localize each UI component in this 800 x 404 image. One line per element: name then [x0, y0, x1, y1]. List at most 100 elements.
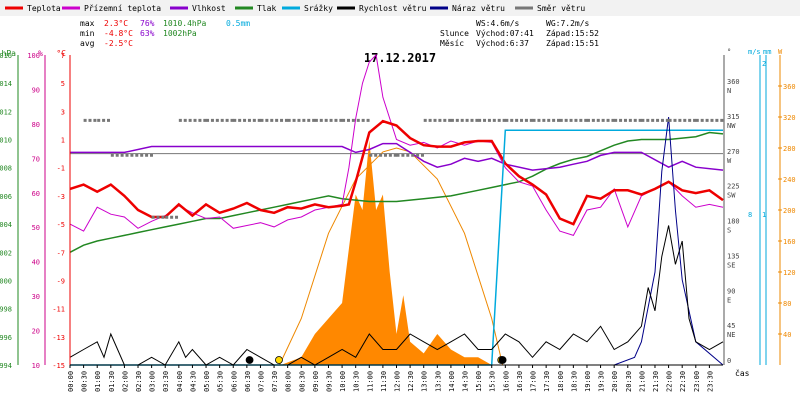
theoretical-radiation-line — [279, 147, 504, 366]
hpa-tick: 998 — [0, 306, 12, 314]
dir-tick: 0 — [727, 357, 731, 365]
dir-tick-name: E — [727, 296, 731, 304]
x-tick-label: 08:00 — [285, 371, 293, 392]
wind-dir-mark — [438, 118, 442, 122]
stats-avg-temp: -2.5°C — [104, 39, 133, 48]
wind-dir-mark — [287, 118, 291, 122]
temp-tick: 3 — [61, 108, 65, 116]
w-tick: 200 — [783, 207, 796, 215]
wind-dir-mark — [579, 118, 583, 122]
wind-dir-mark — [505, 118, 509, 122]
x-tick-label: 05:30 — [217, 371, 225, 392]
wind-dir-mark — [161, 215, 165, 219]
wind-dir-mark — [492, 118, 496, 122]
temp-tick: 1 — [61, 137, 65, 145]
temp-tick: -3 — [57, 193, 65, 201]
x-tick-label: 21:30 — [652, 371, 660, 392]
stats-min-press: 1002hPa — [163, 29, 197, 38]
dir-tick: 360 — [727, 78, 740, 86]
dir-tick-name: N — [727, 87, 731, 95]
legend-label: Srážky — [304, 4, 333, 13]
temperature-line — [69, 119, 724, 226]
wind-dir-mark — [238, 118, 242, 122]
dir-tick: 225 — [727, 183, 740, 191]
wind-dir-mark — [502, 118, 506, 122]
wind-dir-mark — [688, 118, 692, 122]
sun-set: Západ:15:52 — [546, 29, 599, 38]
dir-tick-name: W — [727, 157, 732, 165]
wind-dir-mark — [569, 118, 573, 122]
mm-tick: 8 — [748, 211, 752, 219]
wind-dir-mark — [601, 118, 605, 122]
temp-tick: -15 — [52, 362, 65, 370]
wind-dir-mark — [252, 118, 256, 122]
wind-dir-mark — [97, 118, 101, 122]
wind-dir-mark — [520, 118, 524, 122]
wind-dir-mark — [361, 118, 365, 122]
moon-rise: Východ:6:37 — [476, 39, 529, 48]
wind-dir-mark — [628, 118, 632, 122]
hpa-tick: 1012 — [0, 108, 12, 116]
wind-dir-mark — [665, 118, 669, 122]
pct-tick: 50 — [32, 224, 40, 232]
wind-dir-mark — [524, 118, 528, 122]
wind-dir-mark — [678, 118, 682, 122]
wind-dir-mark — [379, 153, 383, 157]
wind-dir-mark — [487, 118, 491, 122]
wind-dir-mark — [619, 118, 623, 122]
hpa-tick: 1004 — [0, 221, 12, 229]
wind-dir-mark — [183, 118, 187, 122]
x-tick-label: 19:00 — [584, 371, 592, 392]
wind-dir-mark — [188, 118, 192, 122]
wind-dir-mark — [552, 118, 556, 122]
wind-dir-mark — [339, 118, 343, 122]
x-tick-label: 20:30 — [625, 371, 633, 392]
legend-label: Vlhkost — [192, 4, 226, 13]
hpa-tick: 1008 — [0, 165, 12, 173]
wind-dir-mark — [420, 153, 424, 157]
x-tick-label: 03:30 — [162, 371, 170, 392]
pct-tick: 10 — [32, 362, 40, 370]
w-tick: 280 — [783, 145, 796, 153]
chart-title: 17.12.2017 — [364, 51, 436, 65]
x-axis-label: čas — [735, 368, 750, 378]
x-tick-label: 22:30 — [679, 371, 687, 392]
wind-dir-mark — [369, 153, 373, 157]
dir-tick: 90 — [727, 287, 735, 295]
wind-dir-mark — [270, 118, 274, 122]
wind-gust-line — [70, 116, 724, 366]
sun-label: Slunce — [440, 29, 469, 38]
wind-dir-mark — [83, 118, 87, 122]
wind-dir-mark — [596, 118, 600, 122]
wind-dir-mark — [537, 118, 541, 122]
ground-temp-line — [69, 53, 724, 237]
wind-dir-mark — [529, 118, 533, 122]
wind-dir-mark — [623, 118, 627, 122]
stats-max-label: max — [80, 19, 95, 28]
wind-dir-mark — [614, 118, 618, 122]
legend-label: Směr větru — [537, 4, 585, 13]
wind-dir-mark — [705, 118, 709, 122]
wind-dir-mark — [638, 118, 642, 122]
x-tick-label: 12:00 — [394, 371, 402, 392]
x-tick-label: 18:30 — [570, 371, 578, 392]
wind-dir-mark — [693, 118, 697, 122]
rain-line — [70, 129, 723, 366]
stats-max-rain: 0.5mm — [226, 19, 250, 28]
wind-dir-mark — [591, 118, 595, 122]
wind-dir-mark — [715, 118, 719, 122]
wind-dir-mark — [388, 153, 392, 157]
temp-tick: 5 — [61, 80, 65, 88]
wind-dir-mark — [428, 118, 432, 122]
wind-dir-mark — [319, 118, 323, 122]
x-tick-label: 00:00 — [67, 371, 75, 392]
dir-tick-name: SE — [727, 261, 735, 269]
pct-tick: 60 — [32, 190, 40, 198]
x-tick-label: 16:30 — [516, 371, 524, 392]
wind-dir-mark — [396, 153, 400, 157]
wind-dir-mark — [220, 118, 224, 122]
wind-dir-mark — [260, 118, 264, 122]
x-tick-label: 08:30 — [298, 371, 306, 392]
pct-tick: 80 — [32, 121, 40, 129]
